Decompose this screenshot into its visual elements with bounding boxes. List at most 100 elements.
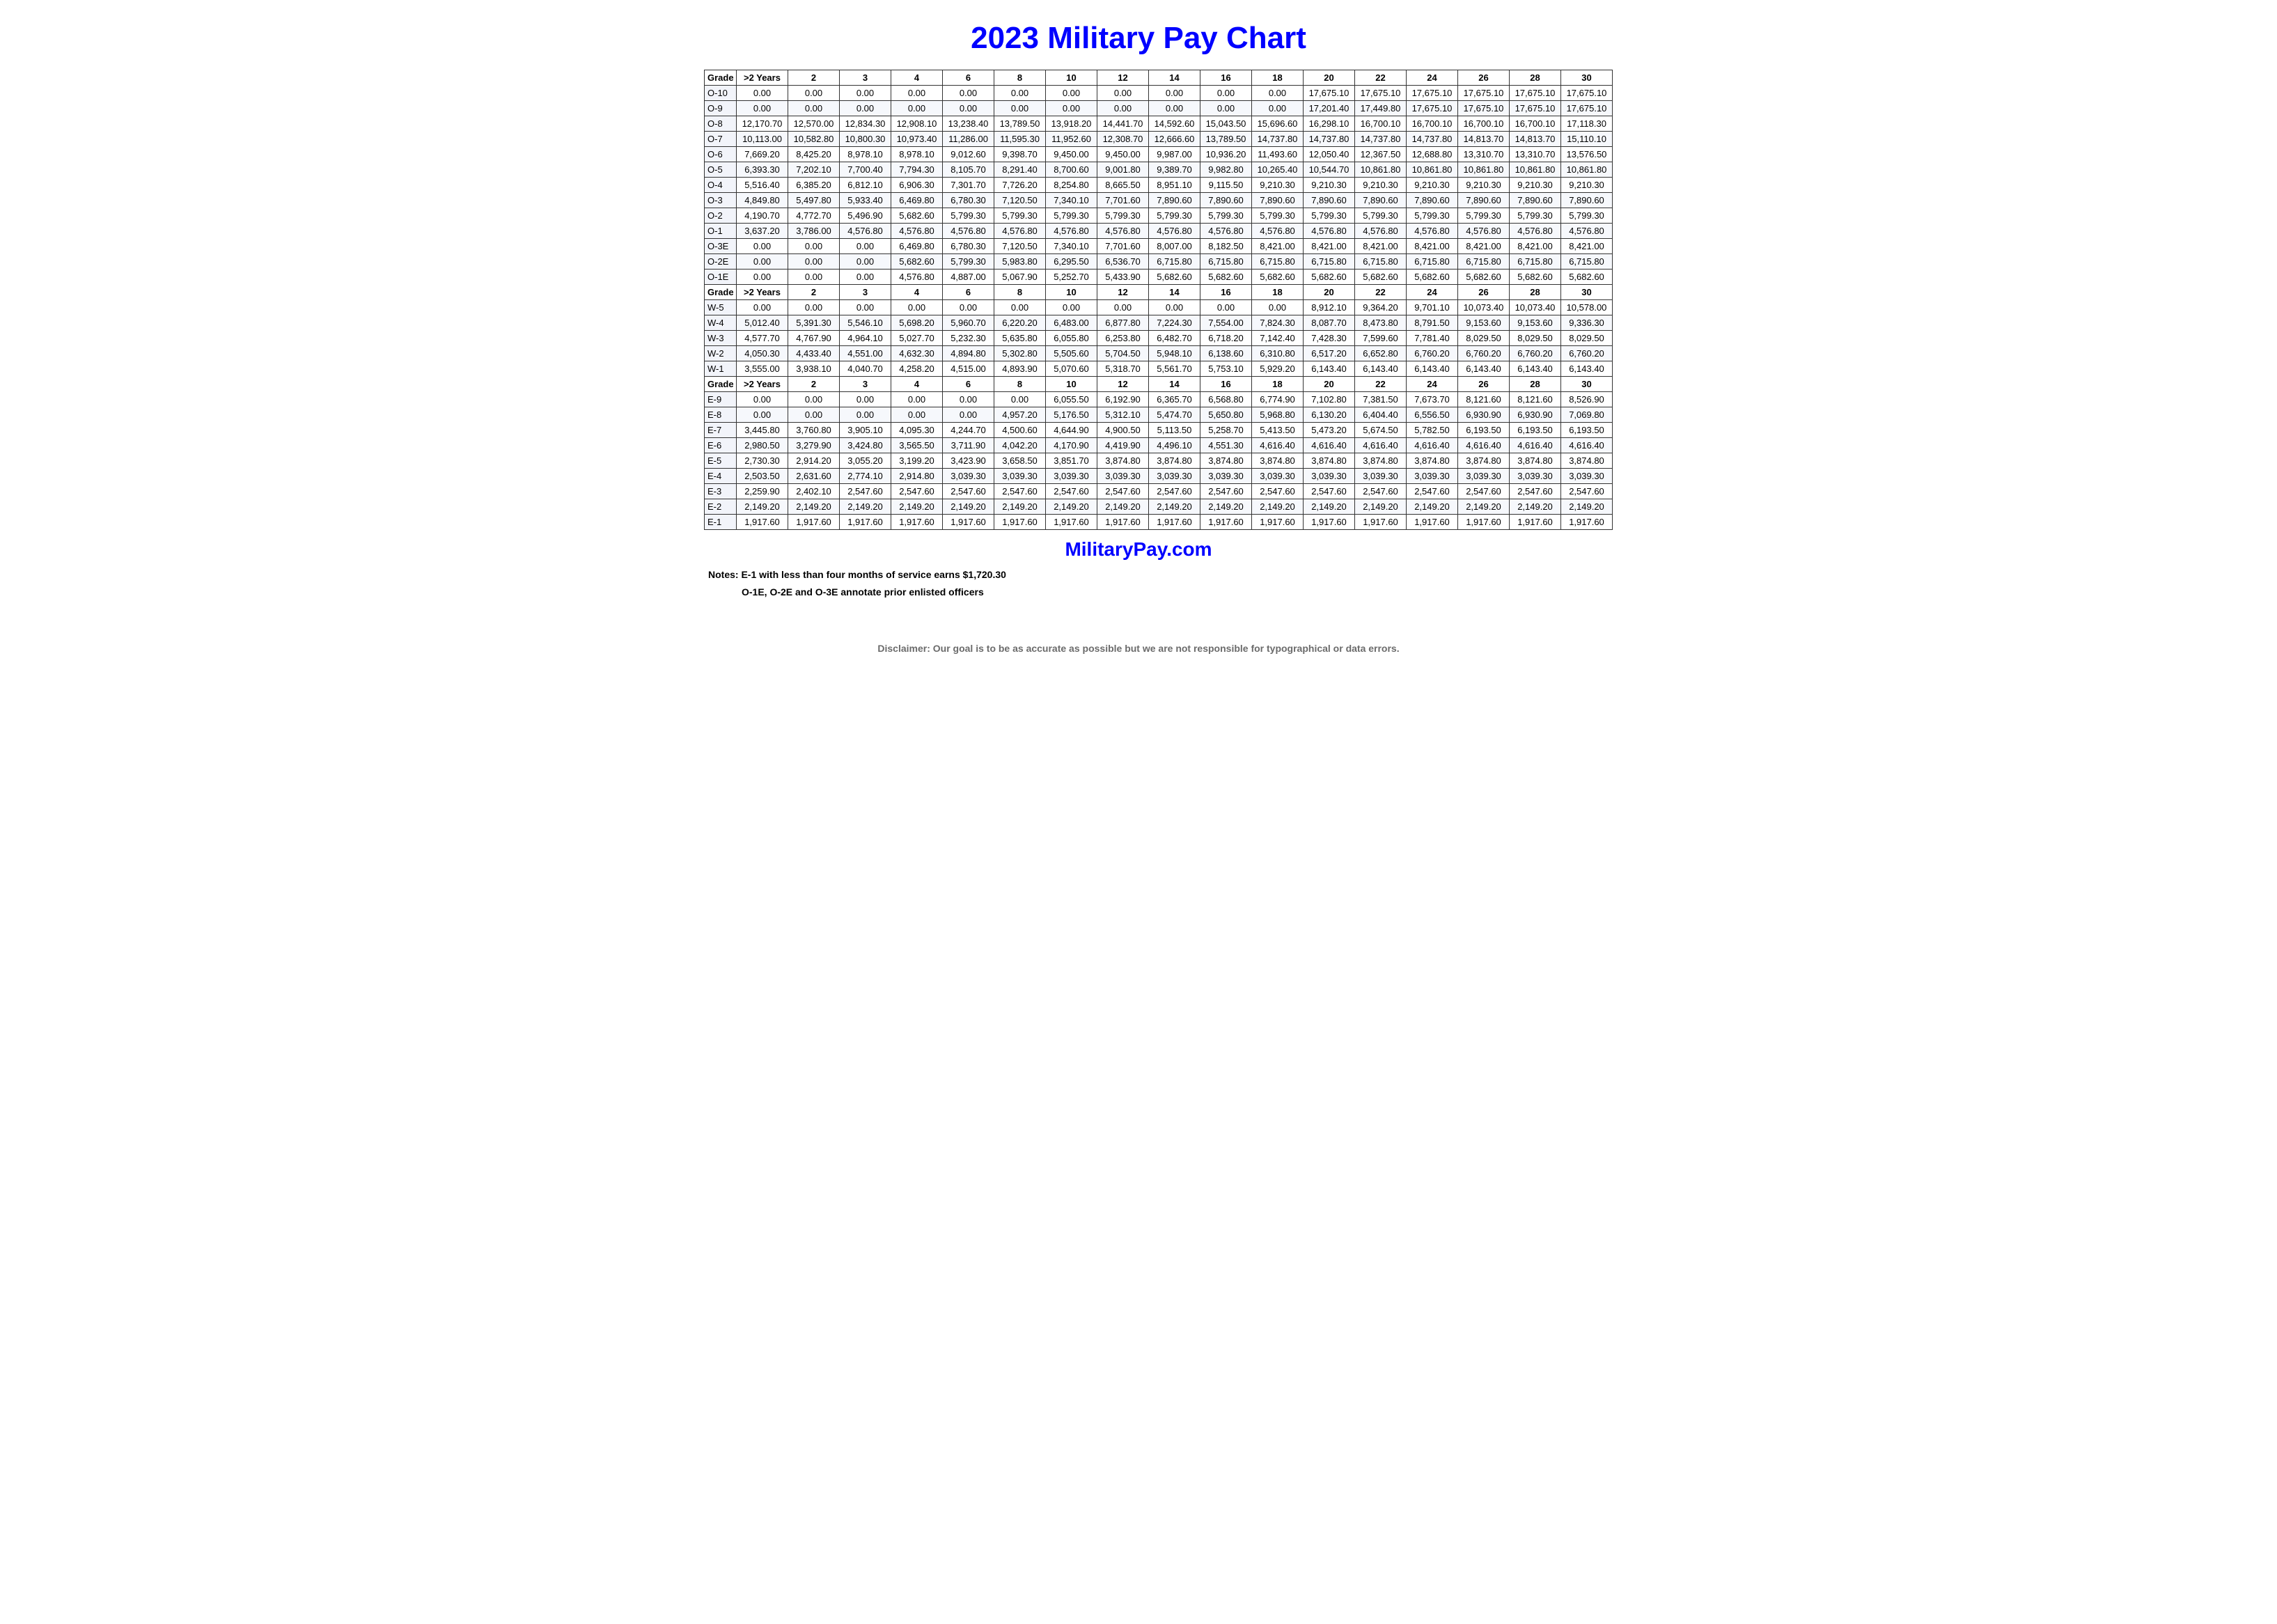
pay-cell: 1,917.60 (1458, 515, 1510, 530)
pay-cell: 5,682.60 (1510, 270, 1561, 285)
pay-cell: 5,682.60 (891, 254, 943, 270)
pay-cell: 9,364.20 (1355, 300, 1407, 315)
col-header-years: 2 (788, 70, 840, 86)
grade-cell: E-9 (705, 392, 737, 407)
col-header-years: 24 (1407, 377, 1458, 392)
pay-cell: 5,258.70 (1200, 423, 1252, 438)
grade-cell: W-2 (705, 346, 737, 361)
pay-cell: 0.00 (891, 101, 943, 116)
col-header-years: 24 (1407, 70, 1458, 86)
pay-cell: 4,616.40 (1252, 438, 1304, 453)
pay-cell: 10,073.40 (1458, 300, 1510, 315)
pay-cell: 1,917.60 (994, 515, 1046, 530)
pay-cell: 7,890.60 (1561, 193, 1613, 208)
pay-cell: 6,385.20 (788, 178, 840, 193)
pay-cell: 16,700.10 (1510, 116, 1561, 132)
pay-cell: 14,813.70 (1458, 132, 1510, 147)
grade-cell: O-4 (705, 178, 737, 193)
col-header-years: 4 (891, 285, 943, 300)
grade-cell: E-6 (705, 438, 737, 453)
pay-cell: 0.00 (943, 300, 994, 315)
pay-cell: 4,190.70 (737, 208, 788, 224)
pay-cell: 6,715.80 (1407, 254, 1458, 270)
pay-cell: 12,367.50 (1355, 147, 1407, 162)
grade-cell: O-6 (705, 147, 737, 162)
pay-cell: 9,210.30 (1407, 178, 1458, 193)
col-header-years: 28 (1510, 70, 1561, 86)
pay-cell: 4,576.80 (1200, 224, 1252, 239)
pay-cell: 3,424.80 (840, 438, 891, 453)
pay-cell: 2,547.60 (1097, 484, 1149, 499)
pay-cell: 8,425.20 (788, 147, 840, 162)
pay-cell: 6,193.50 (1561, 423, 1613, 438)
col-header-years: 2 (788, 377, 840, 392)
pay-cell: 5,682.60 (1304, 270, 1355, 285)
pay-cell: 14,737.80 (1355, 132, 1407, 147)
pay-cell: 4,576.80 (891, 224, 943, 239)
pay-cell: 2,547.60 (1458, 484, 1510, 499)
pay-cell: 5,698.20 (891, 315, 943, 331)
table-row: E-32,259.902,402.102,547.602,547.602,547… (705, 484, 1613, 499)
pay-cell: 4,576.80 (1510, 224, 1561, 239)
pay-cell: 0.00 (994, 86, 1046, 101)
pay-cell: 8,087.70 (1304, 315, 1355, 331)
pay-cell: 5,682.60 (1561, 270, 1613, 285)
pay-cell: 8,291.40 (994, 162, 1046, 178)
pay-cell: 1,917.60 (840, 515, 891, 530)
pay-cell: 6,365.70 (1149, 392, 1200, 407)
pay-cell: 9,701.10 (1407, 300, 1458, 315)
pay-cell: 6,812.10 (840, 178, 891, 193)
pay-cell: 2,149.20 (891, 499, 943, 515)
pay-cell: 6,715.80 (1304, 254, 1355, 270)
pay-cell: 5,391.30 (788, 315, 840, 331)
col-header-years: 6 (943, 70, 994, 86)
table-row: E-42,503.502,631.602,774.102,914.803,039… (705, 469, 1613, 484)
pay-cell: 0.00 (994, 300, 1046, 315)
pay-cell: 2,149.20 (943, 499, 994, 515)
pay-cell: 7,202.10 (788, 162, 840, 178)
pay-cell: 3,874.80 (1458, 453, 1510, 469)
pay-cell: 8,421.00 (1407, 239, 1458, 254)
pay-cell: 6,774.90 (1252, 392, 1304, 407)
pay-cell: 4,577.70 (737, 331, 788, 346)
pay-cell: 5,516.40 (737, 178, 788, 193)
pay-cell: 5,799.30 (1252, 208, 1304, 224)
pay-cell: 6,760.20 (1561, 346, 1613, 361)
table-row: E-11,917.601,917.601,917.601,917.601,917… (705, 515, 1613, 530)
pay-cell: 6,780.30 (943, 193, 994, 208)
pay-cell: 9,398.70 (994, 147, 1046, 162)
table-row: O-45,516.406,385.206,812.106,906.307,301… (705, 178, 1613, 193)
pay-cell: 12,688.80 (1407, 147, 1458, 162)
pay-cell: 7,701.60 (1097, 239, 1149, 254)
pay-cell: 0.00 (840, 392, 891, 407)
pay-cell: 3,938.10 (788, 361, 840, 377)
pay-cell: 5,799.30 (943, 208, 994, 224)
col-header-years: 22 (1355, 377, 1407, 392)
pay-cell: 2,503.50 (737, 469, 788, 484)
pay-cell: 9,336.30 (1561, 315, 1613, 331)
pay-cell: 3,874.80 (1510, 453, 1561, 469)
col-header-years: 16 (1200, 377, 1252, 392)
col-header-years: 12 (1097, 377, 1149, 392)
pay-cell: 4,894.80 (943, 346, 994, 361)
pay-cell: 7,890.60 (1407, 193, 1458, 208)
pay-cell: 0.00 (840, 270, 891, 285)
pay-cell: 5,674.50 (1355, 423, 1407, 438)
pay-cell: 6,760.20 (1510, 346, 1561, 361)
site-link[interactable]: MilitaryPay.com (704, 538, 1573, 561)
pay-cell: 6,715.80 (1200, 254, 1252, 270)
pay-cell: 3,039.30 (994, 469, 1046, 484)
col-header-years: 20 (1304, 70, 1355, 86)
pay-cell: 6,143.40 (1304, 361, 1355, 377)
pay-cell: 1,917.60 (1510, 515, 1561, 530)
pay-cell: 1,917.60 (788, 515, 840, 530)
pay-cell: 0.00 (1252, 101, 1304, 116)
pay-cell: 5,682.60 (891, 208, 943, 224)
pay-cell: 0.00 (891, 86, 943, 101)
col-header-grade: Grade (705, 285, 737, 300)
pay-cell: 4,576.80 (891, 270, 943, 285)
pay-cell: 3,874.80 (1407, 453, 1458, 469)
pay-cell: 2,914.80 (891, 469, 943, 484)
col-header-years: 20 (1304, 285, 1355, 300)
pay-cell: 9,153.60 (1458, 315, 1510, 331)
